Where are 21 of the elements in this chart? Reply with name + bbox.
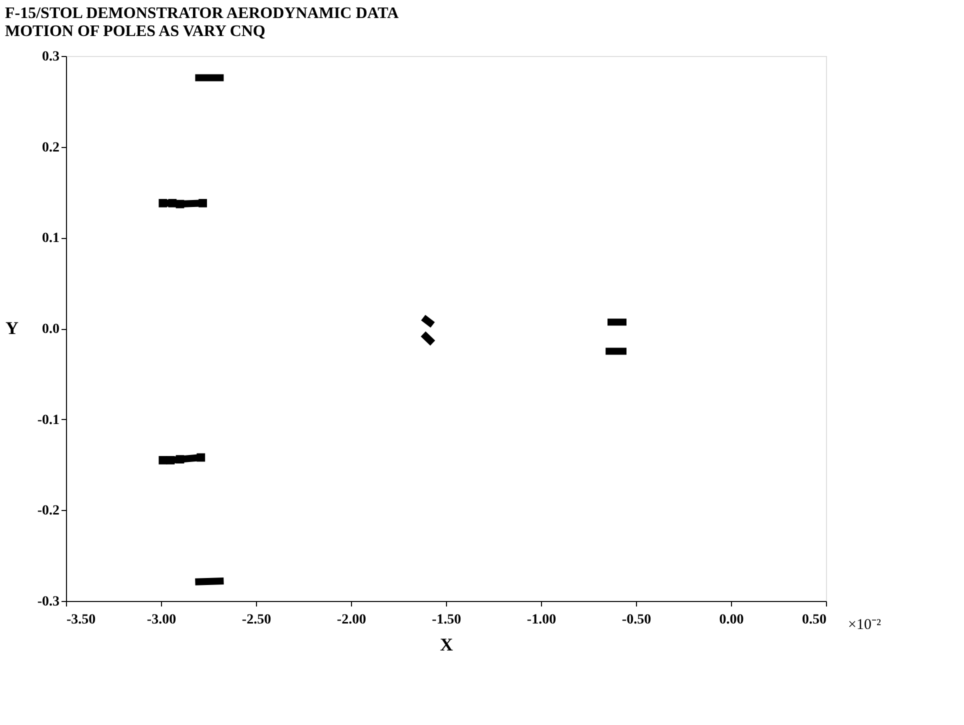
- x-tick-label: -0.50: [622, 612, 652, 628]
- y-tick-label: -0.3: [37, 594, 60, 610]
- y-tick-label: -0.2: [37, 504, 60, 519]
- y-tick-label: 0.0: [42, 322, 60, 337]
- chart-subtitle: MOTION OF POLES AS VARY CNQ: [5, 23, 266, 40]
- y-tick-label: 0.2: [42, 140, 60, 156]
- x-tick-label: -3.00: [146, 612, 176, 628]
- y-tick-label: 0.1: [42, 231, 60, 246]
- x-tick-label: 0.00: [719, 612, 744, 628]
- x-tick-label: -2.00: [336, 612, 366, 628]
- y-tick-label: -0.1: [37, 412, 60, 428]
- x-tick-label: -1.00: [526, 612, 556, 628]
- x-tick-label: -3.50: [66, 612, 96, 628]
- y-axis-title: Y: [6, 318, 18, 338]
- x-tick-label: -2.50: [242, 612, 272, 628]
- x-axis-title: X: [440, 634, 453, 654]
- y-tick-label: 0.3: [42, 50, 60, 64]
- chart-title: F-15/STOL DEMONSTRATOR AERODYNAMIC DATA: [5, 5, 400, 22]
- text: ×10⁻²: [848, 617, 882, 633]
- x-tick-label: 0.50: [802, 612, 826, 628]
- x-tick-label: -1.50: [432, 612, 462, 628]
